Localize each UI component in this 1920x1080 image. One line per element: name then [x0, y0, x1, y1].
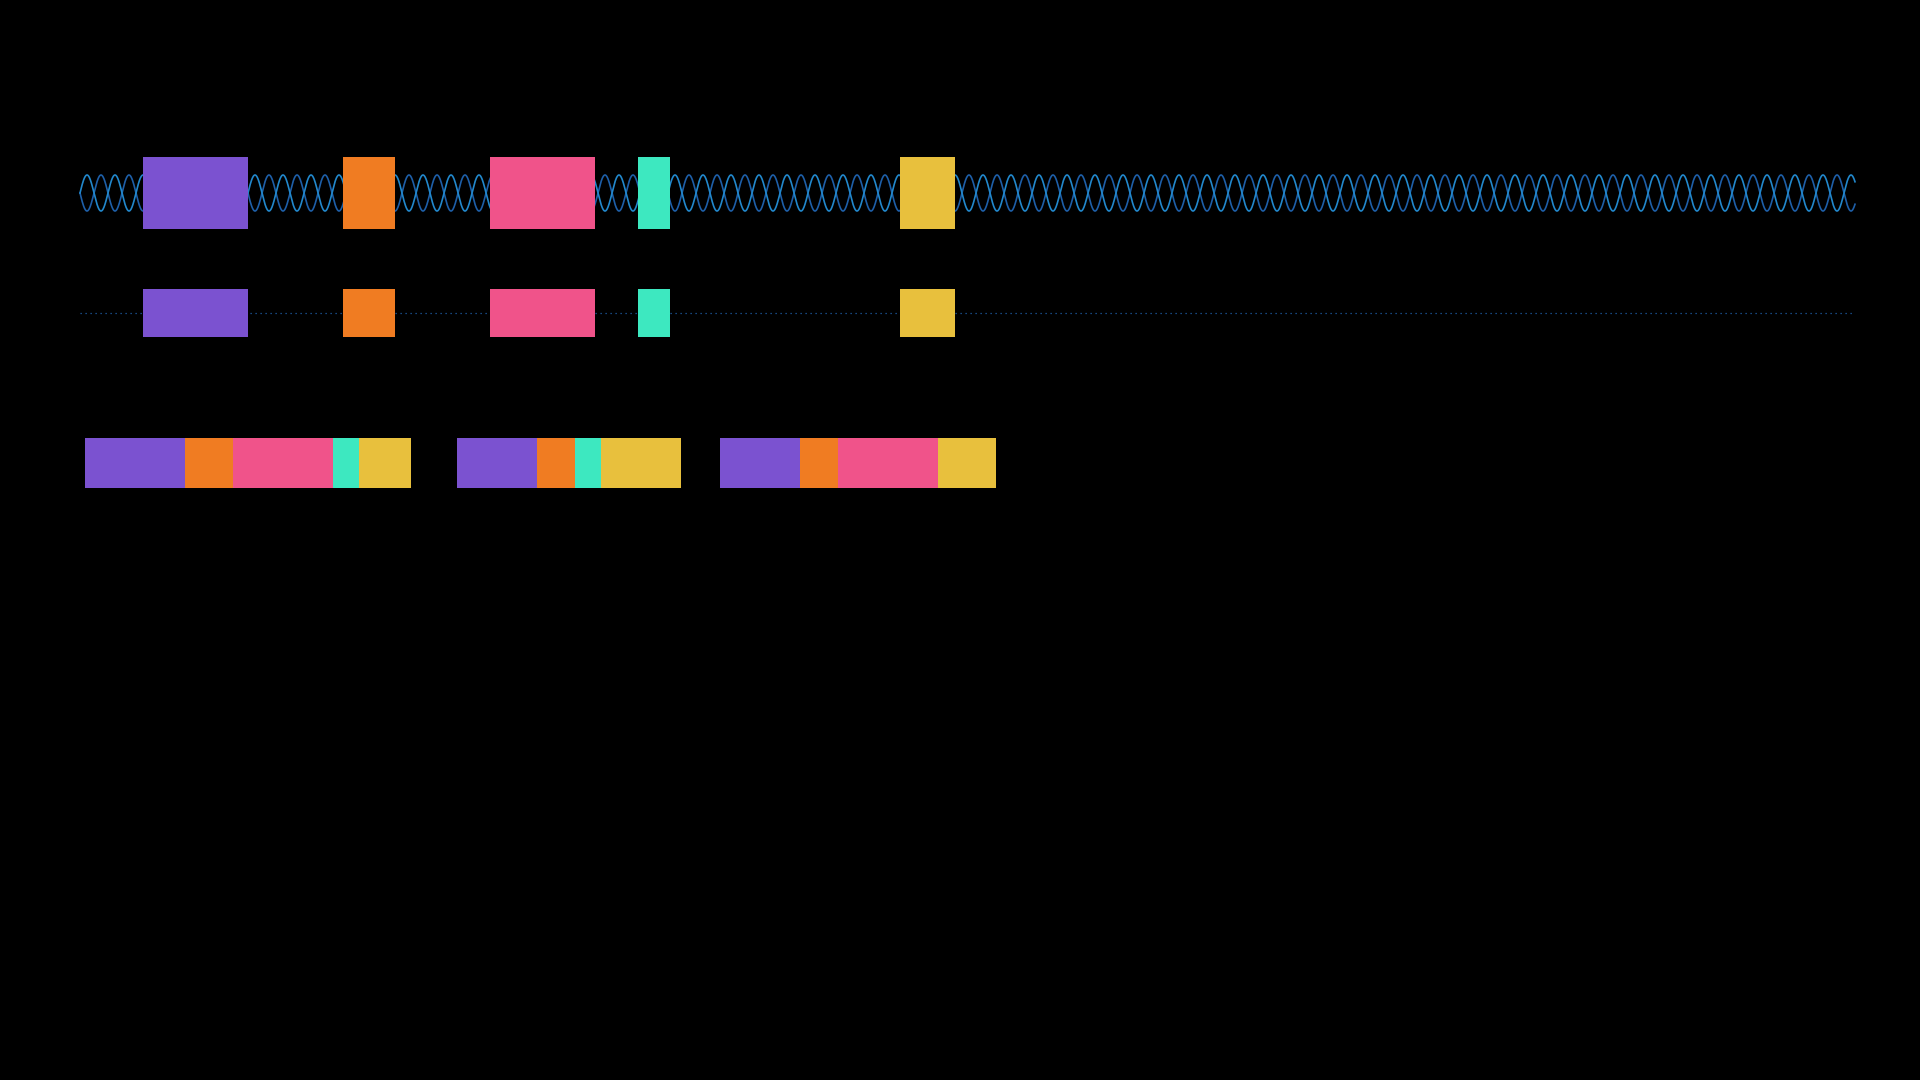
Bar: [801, 438, 837, 488]
Bar: [490, 157, 595, 229]
Bar: [142, 289, 248, 337]
Bar: [184, 438, 232, 488]
Bar: [359, 438, 411, 488]
Bar: [142, 157, 248, 229]
Bar: [601, 438, 682, 488]
Bar: [332, 438, 359, 488]
Bar: [574, 438, 601, 488]
Bar: [837, 438, 939, 488]
Bar: [84, 438, 184, 488]
Bar: [344, 289, 396, 337]
Bar: [637, 157, 670, 229]
Bar: [900, 157, 954, 229]
Bar: [637, 289, 670, 337]
Bar: [490, 289, 595, 337]
Bar: [900, 289, 954, 337]
Bar: [538, 438, 574, 488]
Bar: [457, 438, 538, 488]
Bar: [232, 438, 332, 488]
Bar: [939, 438, 996, 488]
Bar: [720, 438, 801, 488]
Bar: [344, 157, 396, 229]
